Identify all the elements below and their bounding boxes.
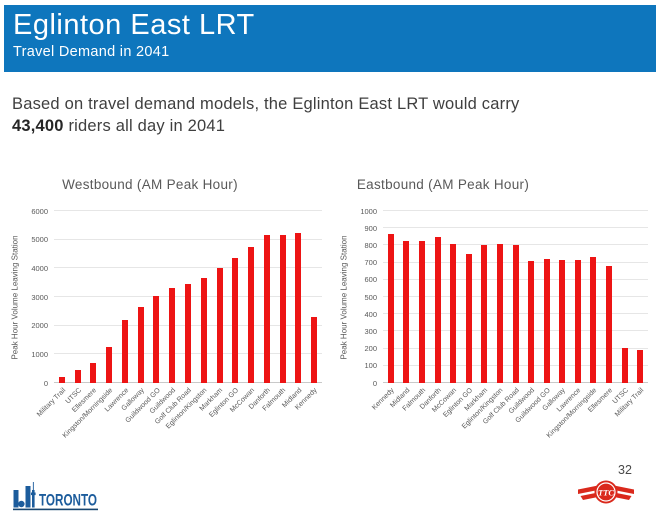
gridline — [383, 227, 648, 229]
chart-title-westbound: Westbound (AM Peak Hour) — [62, 177, 238, 192]
bar-eglinton-kingston — [200, 278, 207, 383]
bar-ellesmere — [90, 362, 97, 383]
y-axis-ticks: 0 100 200 300 400 500 600 700 800 900 1000 — [351, 207, 381, 386]
bar-golf-club-road — [512, 245, 519, 383]
bar-lawrence — [574, 260, 581, 383]
bar-eglinton-go — [232, 258, 239, 383]
gridline — [54, 238, 322, 240]
bar-danforth — [263, 235, 270, 383]
bar-guildwood-go — [153, 295, 160, 383]
y-tick-label: 800 — [364, 240, 377, 250]
y-tick-label: 900 — [364, 223, 377, 233]
bar-guildwood-go — [543, 259, 550, 383]
bar-falmouth — [279, 235, 286, 383]
bar-utsc — [621, 347, 628, 383]
plot-area — [54, 210, 322, 383]
bar-mccowan — [450, 243, 457, 383]
y-tick-label: 700 — [364, 257, 377, 267]
ttc-winged-emblem-icon: TTC — [578, 480, 634, 504]
slide-subtitle: Travel Demand in 2041 — [13, 43, 170, 60]
bar-eglinton-kingston — [496, 243, 503, 383]
y-tick-label: 0 — [43, 378, 48, 388]
bar-lawrence — [121, 319, 128, 383]
toronto-wordmark: TORONTO — [39, 491, 97, 510]
page-number: 32 — [618, 463, 632, 477]
bar-mccowan — [248, 246, 255, 383]
y-tick-label: 6000 — [31, 206, 48, 216]
y-tick-label: 200 — [364, 343, 377, 353]
chart-eastbound: Eastbound (AM Peak Hour) Peak Hour Volum… — [337, 170, 656, 462]
chart-westbound: Westbound (AM Peak Hour) Peak Hour Volum… — [8, 170, 330, 462]
y-axis-title-text: Peak Hour Volume Leaving Station — [10, 234, 20, 360]
gridline — [54, 210, 322, 211]
bar-guildwood — [528, 260, 535, 383]
bar-utsc — [74, 370, 81, 383]
bar-kennedy — [311, 317, 318, 383]
y-tick-label: 600 — [364, 275, 377, 285]
y-tick-label: 1000 — [360, 206, 377, 216]
bar-golf-club-road — [185, 284, 191, 383]
bar-galloway — [137, 307, 144, 383]
bar-eglinton-go — [465, 254, 472, 383]
bar-military-trail — [58, 377, 65, 383]
intro-line1: Based on travel demand models, the Eglin… — [12, 95, 520, 113]
gridline — [54, 267, 322, 269]
y-tick-label: 400 — [364, 309, 377, 319]
y-axis-ticks: 0 1000 2000 3000 4000 5000 6000 — [22, 207, 52, 386]
bar-midland — [295, 232, 302, 383]
y-tick-label: 500 — [364, 292, 377, 302]
y-tick-label: 1000 — [31, 349, 48, 359]
x-axis-labels: Kennedy Midland Falmouth Danforth McCowan Egl… — [371, 384, 648, 460]
riders-count: 43,400 — [12, 117, 64, 136]
intro-text: Based on travel demand models, the Eglin… — [12, 93, 637, 138]
bar-kingston-morningside — [106, 347, 113, 383]
intro-line2: riders all day in 2041 — [63, 117, 226, 136]
plot-area — [383, 210, 648, 383]
bar-midland — [403, 241, 410, 383]
bar-kennedy — [387, 234, 394, 383]
gridline — [383, 244, 648, 246]
gridline — [383, 210, 648, 211]
x-tick-label: Military Trail — [35, 387, 67, 419]
bar-kingston-morningside — [590, 256, 597, 383]
y-axis-title: Peak Hour Volume Leaving Station — [8, 211, 22, 383]
bar-danforth — [434, 236, 441, 383]
toronto-skyline-icon: TORONTO — [13, 482, 98, 511]
x-axis-labels: Military Trail UTSC Ellesmere Kingston/Morn… — [35, 384, 322, 460]
bar-military-trail — [637, 350, 644, 383]
y-axis-title: Peak Hour Volume Leaving Station — [337, 211, 351, 383]
bar-ellesmere — [606, 266, 613, 383]
slide-title: Eglinton East LRT — [13, 9, 255, 41]
header-banner: Eglinton East LRT Travel Demand in 2041 — [4, 5, 656, 72]
chart-title-eastbound: Eastbound (AM Peak Hour) — [356, 177, 530, 192]
y-tick-label: 3000 — [31, 292, 48, 302]
toronto-logo: TORONTO — [13, 481, 101, 515]
y-tick-label: 5000 — [31, 234, 48, 244]
bar-markham — [481, 244, 488, 383]
bar-falmouth — [418, 241, 425, 383]
bar-galloway — [559, 260, 566, 383]
ttc-logo: TTC — [577, 475, 635, 515]
y-tick-label: 0 — [372, 378, 377, 388]
y-tick-label: 100 — [364, 361, 377, 371]
bar-markham — [216, 268, 223, 383]
y-tick-label: 2000 — [31, 320, 48, 330]
ttc-monogram: TTC — [598, 488, 614, 498]
bar-guildwood — [169, 288, 176, 383]
y-tick-label: 4000 — [31, 263, 48, 273]
y-axis-title-text: Peak Hour Volume Leaving Station — [339, 234, 349, 360]
y-tick-label: 300 — [364, 326, 377, 336]
